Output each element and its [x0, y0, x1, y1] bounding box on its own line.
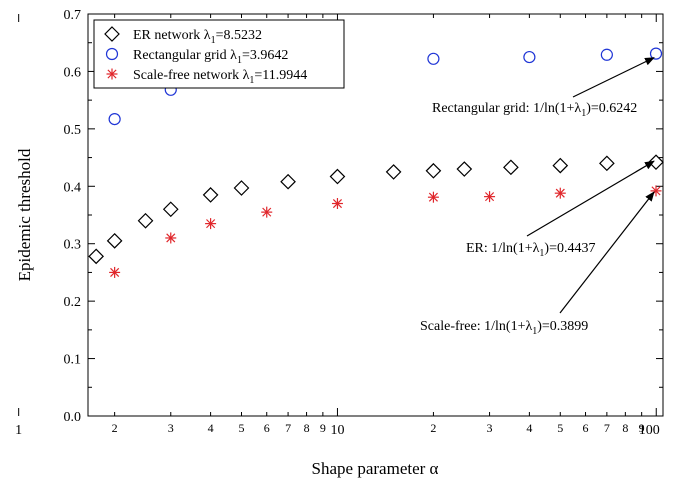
- data-point-asterisk: [554, 187, 566, 199]
- annotation-arrow: [572, 57, 655, 98]
- y-tick-label: 0.1: [64, 353, 82, 368]
- y-tick-label: 0.0: [64, 410, 82, 425]
- legend-entry: Rectangular grid λ1=3.9642: [105, 47, 288, 66]
- data-point-diamond: [233, 180, 250, 196]
- x-minor-tick-label: 4: [208, 421, 214, 435]
- x-minor-tick-label: 9: [320, 421, 326, 435]
- y-tick-label: 0.3: [64, 238, 82, 253]
- data-point-diamond: [385, 164, 402, 180]
- legend-box: [93, 19, 345, 89]
- x-axis-label: Shape parameter α: [312, 459, 439, 478]
- data-point-diamond: [280, 173, 296, 190]
- x-minor-tick-label: 8: [304, 421, 310, 435]
- y-tick-label: 0.4: [64, 180, 82, 195]
- x-minor-tick-label: 6: [264, 421, 270, 435]
- data-point-diamond: [106, 232, 123, 249]
- data-point-asterisk: [331, 198, 343, 210]
- legend-entry: ER network λ1=8.5232: [104, 26, 262, 46]
- x-tick-label: 100: [639, 423, 660, 438]
- data-point-diamond: [503, 159, 519, 176]
- series-diamond: [88, 154, 664, 265]
- x-minor-tick-label: 9: [639, 421, 645, 435]
- y-tick-label: 0.5: [64, 123, 82, 138]
- data-point-diamond: [456, 161, 473, 177]
- y-tick-label: 0.2: [64, 295, 82, 310]
- plot-frame: [87, 13, 664, 417]
- annotation-label: Scale-free: 1/ln(1+λ1)=0.3899: [420, 319, 588, 337]
- x-tick-label: 1: [15, 423, 22, 438]
- x-minor-tick-label: 6: [583, 421, 589, 435]
- data-point-circle: [649, 47, 663, 60]
- series-asterisk: [109, 185, 662, 278]
- x-minor-tick-label: 5: [238, 421, 244, 435]
- data-point-diamond: [648, 154, 664, 171]
- data-point-diamond: [104, 26, 120, 42]
- data-point-asterisk: [165, 232, 177, 244]
- x-minor-tick-label: 5: [557, 421, 563, 435]
- data-point-diamond: [425, 162, 442, 179]
- data-point-diamond: [88, 248, 104, 265]
- legend-label: Scale-free network λ1=11.9944: [133, 68, 307, 86]
- data-point-asterisk: [261, 206, 273, 218]
- annotation-label: Rectangular grid: 1/ln(1+λ1)=0.6242: [432, 101, 637, 119]
- x-minor-tick-label: 2: [430, 421, 436, 435]
- data-point-asterisk: [109, 266, 121, 278]
- x-minor-tick-label: 7: [604, 421, 610, 435]
- x-minor-tick-label: 3: [487, 421, 493, 435]
- data-point-diamond: [162, 201, 179, 218]
- data-point-diamond: [599, 155, 615, 172]
- x-tick-label: 10: [330, 423, 344, 438]
- y-axis-label: Epidemic threshold: [15, 148, 34, 281]
- data-point-circle: [105, 47, 119, 61]
- x-minor-tick-label: 4: [526, 421, 532, 435]
- data-point-circle: [108, 112, 121, 126]
- legend-label: ER network λ1=8.5232: [133, 28, 262, 46]
- data-point-circle: [600, 48, 613, 61]
- x-minor-tick-label: 8: [622, 421, 628, 435]
- data-point-diamond: [552, 157, 569, 174]
- x-minor-tick-label: 7: [285, 421, 291, 435]
- x-minor-tick-label: 3: [168, 421, 174, 435]
- data-point-asterisk: [427, 191, 439, 203]
- data-point-circle: [427, 52, 440, 65]
- legend-label: Rectangular grid λ1=3.9642: [133, 48, 288, 66]
- y-tick-label: 0.6: [64, 65, 82, 80]
- data-point-diamond: [137, 212, 154, 229]
- y-tick-label: 0.7: [64, 8, 82, 23]
- data-point-asterisk: [205, 218, 217, 230]
- annotation-arrow: [559, 191, 655, 314]
- data-point-diamond: [202, 187, 219, 203]
- data-point-asterisk: [106, 68, 118, 80]
- data-point-diamond: [329, 168, 346, 185]
- x-minor-tick-label: 2: [112, 421, 118, 435]
- legend-entry: Scale-free network λ1=11.9944: [106, 68, 307, 86]
- data-point-circle: [523, 50, 536, 64]
- data-point-asterisk: [484, 191, 496, 203]
- annotation-arrow: [526, 160, 655, 237]
- annotation-label: ER: 1/ln(1+λ1)=0.4437: [466, 241, 595, 259]
